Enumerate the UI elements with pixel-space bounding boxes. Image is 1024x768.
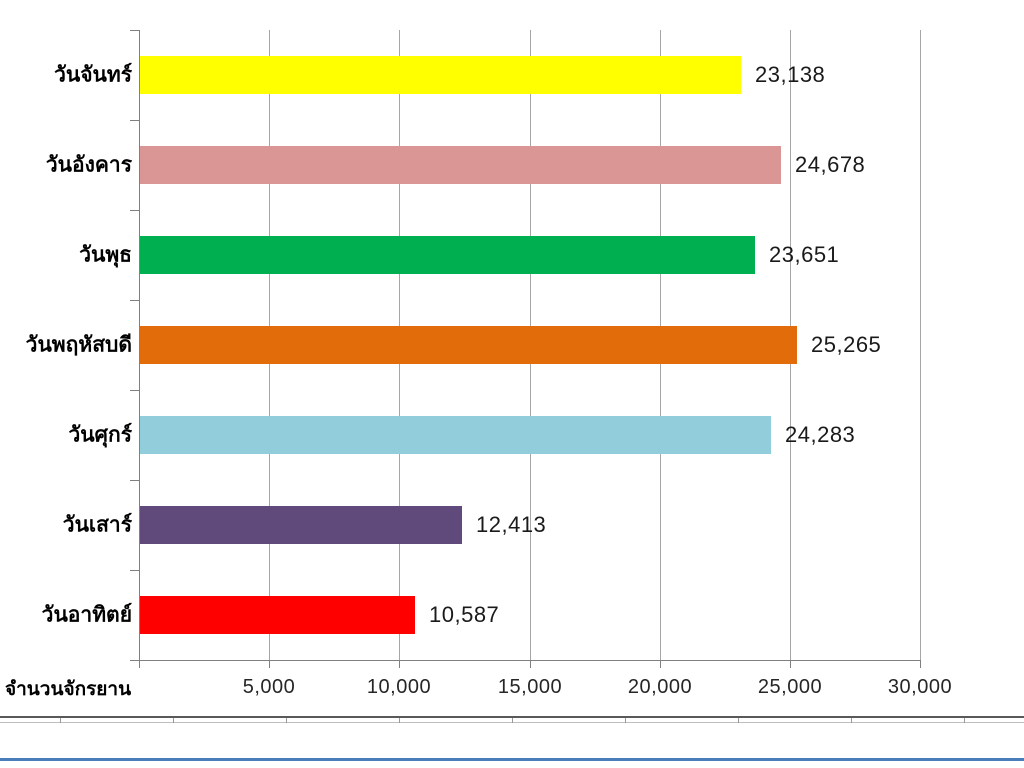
spreadsheet-column-mark — [625, 718, 626, 723]
value-axis-tick — [790, 660, 791, 668]
category-axis-line — [139, 30, 140, 668]
value-label: 25,265 — [811, 332, 882, 357]
value-axis-tick — [660, 660, 661, 668]
value-label: 12,413 — [476, 512, 547, 537]
vertical-gridline — [920, 30, 921, 660]
category-axis-tick — [130, 570, 139, 571]
spreadsheet-column-mark — [964, 718, 965, 723]
category-axis-tick — [130, 30, 139, 31]
category-axis-tick — [130, 120, 139, 121]
value-axis-tick-label: 20,000 — [627, 676, 693, 698]
category-label: วันพฤหัสบดี — [25, 333, 132, 357]
window-bottom-edge — [0, 758, 1024, 761]
bar — [140, 236, 755, 274]
bar — [140, 416, 771, 454]
x-axis-title: จำนวนจักรยาน — [5, 679, 132, 700]
value-label: 23,138 — [755, 62, 826, 87]
bar — [140, 596, 415, 634]
spreadsheet-column-mark — [60, 718, 61, 723]
chart-bottom-border — [0, 716, 1024, 718]
category-label: วันเสาร์ — [62, 513, 132, 537]
value-label: 24,283 — [785, 422, 856, 447]
value-axis-tick — [399, 660, 400, 668]
spreadsheet-column-mark — [173, 718, 174, 723]
value-axis-tick-label: 25,000 — [757, 676, 823, 698]
value-label: 10,587 — [429, 602, 500, 627]
category-axis-tick — [130, 210, 139, 211]
spreadsheet-column-mark — [512, 718, 513, 723]
value-axis-tick-label: 5,000 — [242, 676, 296, 698]
spreadsheet-column-mark — [399, 718, 400, 723]
category-label: วันอังคาร — [45, 153, 132, 177]
value-axis-tick — [139, 660, 140, 668]
bar — [140, 506, 462, 544]
category-axis-tick — [130, 300, 139, 301]
value-axis-tick — [269, 660, 270, 668]
category-axis-tick — [130, 390, 139, 391]
category-label: วันพุธ — [79, 243, 132, 267]
value-axis-tick — [920, 660, 921, 668]
spreadsheet-column-mark — [851, 718, 852, 723]
value-axis-tick-label: 30,000 — [887, 676, 953, 698]
category-axis-tick — [130, 480, 139, 481]
category-label: วันศุกร์ — [68, 423, 132, 447]
bar — [140, 326, 797, 364]
spreadsheet-column-mark — [738, 718, 739, 723]
spreadsheet-column-mark — [286, 718, 287, 723]
value-axis-tick — [530, 660, 531, 668]
category-label: วันอาทิตย์ — [41, 603, 132, 627]
value-label: 23,651 — [769, 242, 840, 267]
bar — [140, 146, 781, 184]
value-label: 24,678 — [795, 152, 866, 177]
bar — [140, 56, 741, 94]
category-axis-tick — [130, 660, 139, 661]
value-axis-tick-label: 10,000 — [366, 676, 432, 698]
value-axis-tick-label: 15,000 — [497, 676, 563, 698]
category-label: วันจันทร์ — [54, 63, 132, 87]
